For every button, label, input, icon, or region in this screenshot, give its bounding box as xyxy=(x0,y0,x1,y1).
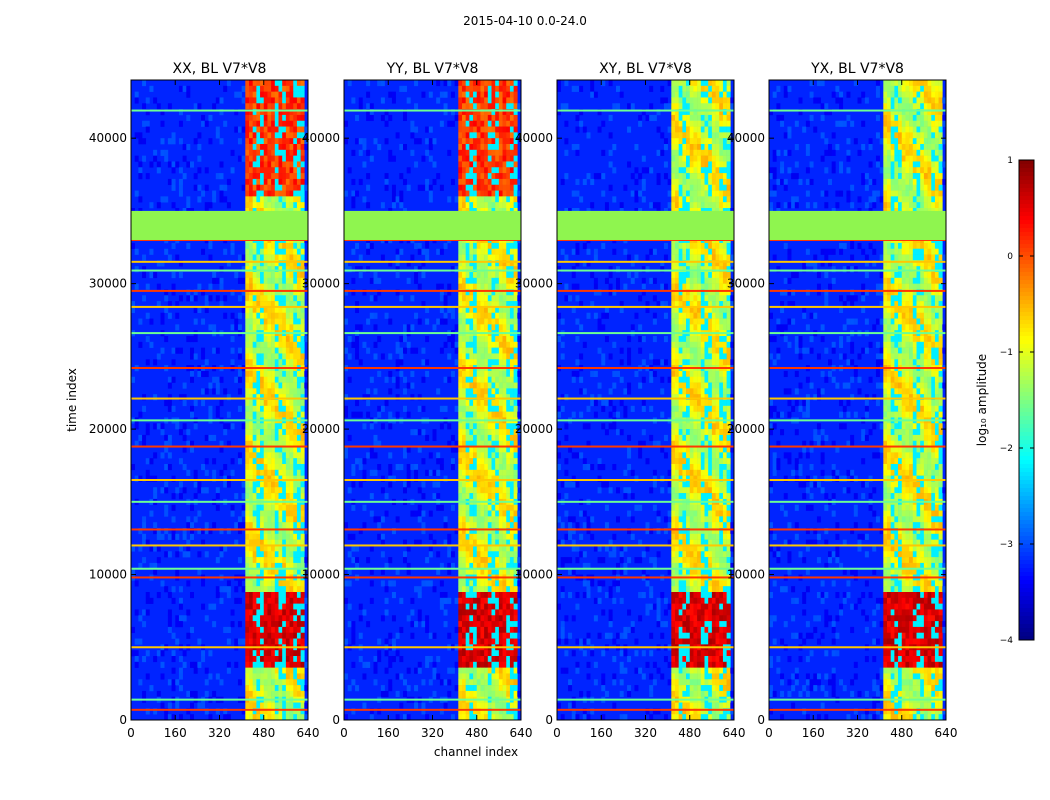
x-tick-label: 640 xyxy=(723,726,746,740)
x-tick-label: 640 xyxy=(935,726,958,740)
panel-2-heatmap xyxy=(344,80,522,721)
colorbar-tick-label: −4 xyxy=(1000,636,1014,646)
y-tick-label: 10000 xyxy=(515,568,553,582)
colorbar-tick-label: −3 xyxy=(1000,540,1013,550)
y-axis-label: time index xyxy=(65,368,79,432)
y-tick-label: 30000 xyxy=(302,277,340,291)
y-tick-label: 0 xyxy=(332,713,340,727)
y-tick-label: 0 xyxy=(545,713,553,727)
x-tick-label: 640 xyxy=(297,726,320,740)
x-tick-label: 320 xyxy=(846,726,869,740)
x-tick-label: 320 xyxy=(634,726,657,740)
y-tick-label: 30000 xyxy=(89,277,127,291)
x-tick-label: 160 xyxy=(802,726,825,740)
x-tick-label: 480 xyxy=(465,726,488,740)
colorbar-tick-label: 0 xyxy=(1007,252,1013,262)
panel-3-heatmap xyxy=(557,80,735,721)
colorbar-gradient xyxy=(1019,160,1034,641)
y-tick-label: 20000 xyxy=(302,422,340,436)
panel-1-title: XX, BL V7*V8 xyxy=(173,61,267,77)
y-tick-label: 40000 xyxy=(727,131,765,145)
y-tick-label: 10000 xyxy=(302,568,340,582)
x-tick-label: 480 xyxy=(252,726,275,740)
panel-4-title: YX, BL V7*V8 xyxy=(810,61,904,77)
y-tick-label: 10000 xyxy=(727,568,765,582)
panel-3-title: XY, BL V7*V8 xyxy=(599,61,692,77)
y-tick-label: 40000 xyxy=(89,131,127,145)
panel-1-heatmap xyxy=(131,80,309,721)
colorbar-tick-label: −2 xyxy=(1000,444,1013,454)
colorbar-label: log₁₀ amplitude xyxy=(975,354,989,446)
y-tick-label: 10000 xyxy=(89,568,127,582)
y-tick-label: 40000 xyxy=(302,131,340,145)
y-tick-label: 40000 xyxy=(515,131,553,145)
panel-2-title: YY, BL V7*V8 xyxy=(386,61,479,77)
x-tick-label: 480 xyxy=(890,726,913,740)
y-tick-label: 20000 xyxy=(89,422,127,436)
x-tick-label: 160 xyxy=(590,726,613,740)
colorbar-frame xyxy=(1018,159,1035,641)
x-tick-label: 320 xyxy=(421,726,444,740)
panel-4-heatmap xyxy=(769,80,947,721)
x-tick-label: 0 xyxy=(127,726,135,740)
y-tick-label: 30000 xyxy=(515,277,553,291)
y-tick-label: 0 xyxy=(757,713,765,727)
x-tick-label: 640 xyxy=(510,726,533,740)
y-tick-label: 30000 xyxy=(727,277,765,291)
x-axis-label: channel index xyxy=(434,745,518,759)
x-tick-label: 320 xyxy=(208,726,231,740)
x-tick-label: 160 xyxy=(377,726,400,740)
y-tick-label: 20000 xyxy=(727,422,765,436)
x-tick-label: 480 xyxy=(678,726,701,740)
colorbar-tick-label: −1 xyxy=(1000,348,1013,358)
x-tick-label: 0 xyxy=(765,726,773,740)
x-tick-label: 0 xyxy=(553,726,561,740)
x-tick-label: 0 xyxy=(340,726,348,740)
colorbar-tick-label: 1 xyxy=(1007,156,1013,166)
figure-suptitle: 2015-04-10 0.0-24.0 xyxy=(463,14,587,28)
y-tick-label: 0 xyxy=(119,713,127,727)
y-tick-label: 20000 xyxy=(515,422,553,436)
x-tick-label: 160 xyxy=(164,726,187,740)
